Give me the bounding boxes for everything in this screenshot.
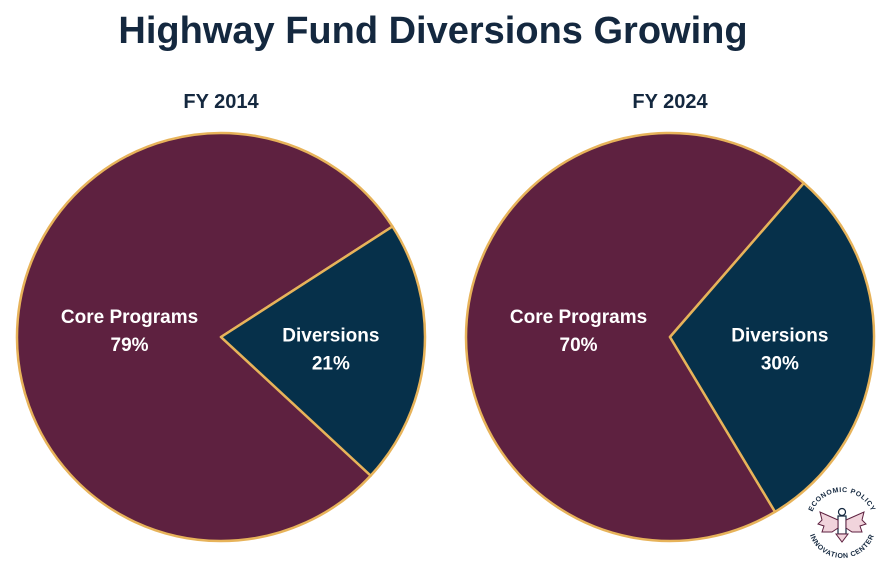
slice-label-diversions: Diversions [282,325,379,346]
pie-slice-core [464,131,806,543]
slice-value-diversions: 30% [761,353,799,374]
pie-title: FY 2024 [632,91,708,113]
slice-value-core: 79% [111,335,149,356]
page-title: Highway Fund Diversions Growing [118,10,748,52]
eagle-seal-icon [817,507,867,543]
pie-title: FY 2014 [183,91,259,113]
pie-slice-diversions [219,225,427,477]
slice-value-core: 70% [560,335,598,356]
pie-chart-1: FY 2024 Core Programs 70% Diversions 30% [464,91,876,543]
slice-label-core: Core Programs [510,307,647,328]
pie-chart-0: FY 2014 Core Programs 79% Diversions 21% [15,91,427,543]
slice-label-core: Core Programs [61,307,198,328]
pie-slice-core [15,131,394,543]
organization-logo: ECONOMIC POLICY INNOVATION CENTER [802,484,882,564]
pie-slice-diversions [668,181,876,514]
slice-label-diversions: Diversions [731,325,828,346]
slice-value-diversions: 21% [312,353,350,374]
